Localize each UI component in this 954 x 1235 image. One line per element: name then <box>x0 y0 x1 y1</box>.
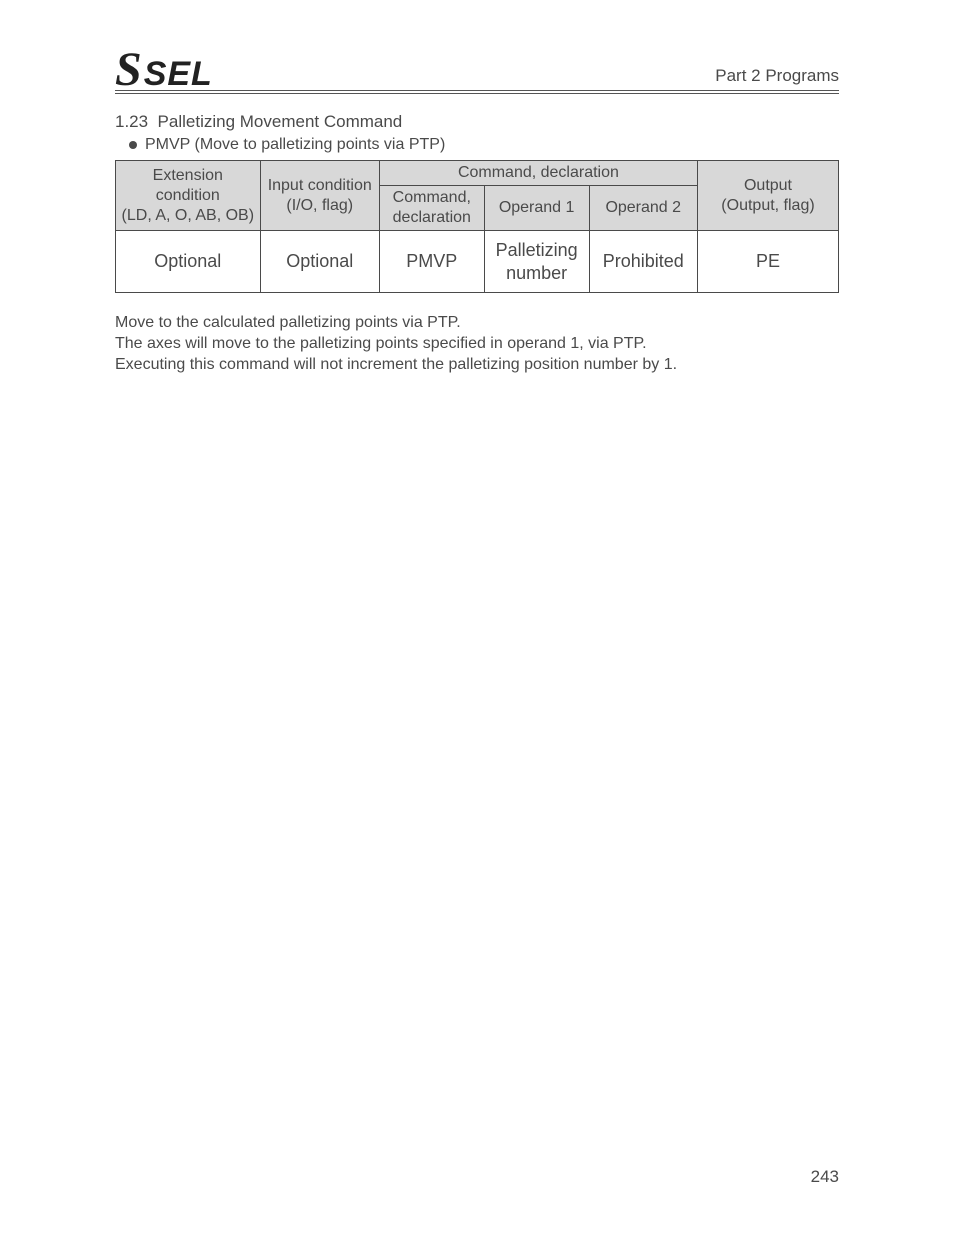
logo-s-glyph: S <box>115 50 140 90</box>
th-cmd-line2: declaration <box>393 209 471 226</box>
th-cmd-line1: Command, <box>393 189 471 206</box>
logo-sel-text: SEL <box>144 54 213 94</box>
td-op1-line1: Palletizing <box>496 240 578 260</box>
section-number: 1.23 <box>115 112 148 131</box>
logo: S SEL <box>115 50 213 90</box>
body-paragraph-1: Move to the calculated palletizing point… <box>115 313 839 334</box>
body-text: Move to the calculated palletizing point… <box>115 313 839 375</box>
th-out-line1: Output <box>744 177 792 194</box>
table-row: Optional Optional PMVP Palletizing numbe… <box>116 231 839 293</box>
section-subtitle: PMVP (Move to palletizing points via PTP… <box>129 136 839 154</box>
th-out-line2: (Output, flag) <box>721 197 814 214</box>
th-output: Output (Output, flag) <box>697 161 838 231</box>
th-ext-line2: (LD, A, O, AB, OB) <box>122 207 254 224</box>
th-operand-1: Operand 1 <box>484 186 589 231</box>
td-extension: Optional <box>116 231 261 293</box>
page-number: 243 <box>811 1167 839 1187</box>
td-operand-2: Prohibited <box>589 231 697 293</box>
body-paragraph-2: The axes will move to the palletizing po… <box>115 334 839 355</box>
table-body: Optional Optional PMVP Palletizing numbe… <box>116 231 839 293</box>
section-title: 1.23 Palletizing Movement Command <box>115 112 839 132</box>
td-op1-line2: number <box>506 263 567 283</box>
table-header-row-1: Extension condition (LD, A, O, AB, OB) I… <box>116 161 839 186</box>
td-input: Optional <box>260 231 379 293</box>
th-extension-condition: Extension condition (LD, A, O, AB, OB) <box>116 161 261 231</box>
td-output: PE <box>697 231 838 293</box>
table-header: Extension condition (LD, A, O, AB, OB) I… <box>116 161 839 231</box>
th-input-condition: Input condition (I/O, flag) <box>260 161 379 231</box>
th-command-declaration: Command, declaration <box>379 186 484 231</box>
th-inp-line2: (I/O, flag) <box>286 197 353 214</box>
part-label: Part 2 Programs <box>715 66 839 90</box>
td-operand-1: Palletizing number <box>484 231 589 293</box>
section-title-text: Palletizing Movement Command <box>158 112 403 131</box>
page-header: S SEL Part 2 Programs <box>115 50 839 94</box>
subtitle-text: PMVP (Move to palletizing points via PTP… <box>145 136 445 154</box>
body-paragraph-3: Executing this command will not incremen… <box>115 355 839 376</box>
command-table: Extension condition (LD, A, O, AB, OB) I… <box>115 160 839 293</box>
th-command-declaration-group: Command, declaration <box>379 161 697 186</box>
th-operand-2: Operand 2 <box>589 186 697 231</box>
td-command: PMVP <box>379 231 484 293</box>
page: S SEL Part 2 Programs 1.23 Palletizing M… <box>0 0 954 1235</box>
bullet-icon <box>129 141 137 149</box>
th-ext-line1: Extension condition <box>153 167 223 204</box>
th-inp-line1: Input condition <box>268 177 372 194</box>
